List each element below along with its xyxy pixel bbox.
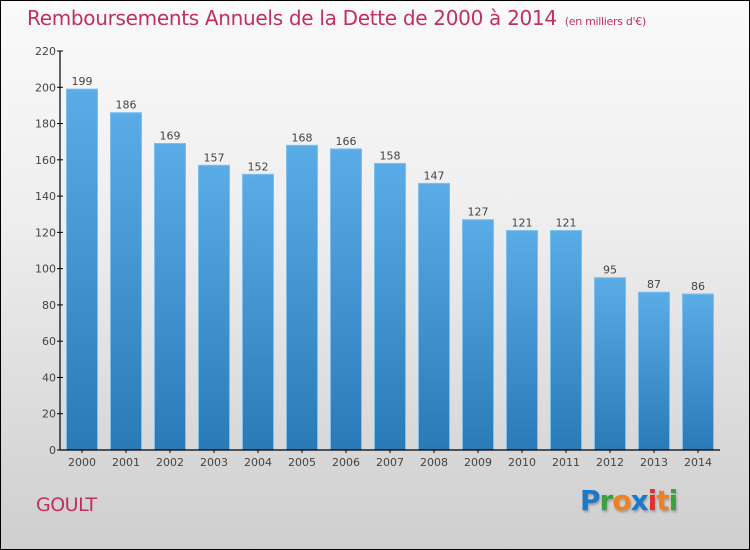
x-tick-label-2008: 2008 <box>420 456 448 469</box>
proxiti-logo[interactable]: Proxiti <box>580 484 679 517</box>
data-label-2000: 199 <box>72 75 93 88</box>
y-tick-label-140: 140 <box>35 190 56 203</box>
data-label-2002: 169 <box>160 129 181 142</box>
x-tick-label-2009: 2009 <box>464 456 492 469</box>
bar-2002 <box>154 142 186 451</box>
x-tick-label-2002: 2002 <box>156 456 184 469</box>
logo-letter: i <box>647 484 658 517</box>
logo-letter: i <box>668 484 679 517</box>
bar-2007 <box>374 162 406 451</box>
bar-2001 <box>110 112 142 451</box>
chart-subtitle: (en milliers d'€) <box>564 15 646 28</box>
bars-group: 199 186 169 157 152 168 166 158 147 127 121 121 95 87… <box>66 75 714 451</box>
x-tick-label-2006: 2006 <box>332 456 360 469</box>
logo-letter: r <box>599 484 614 517</box>
data-label-2001: 186 <box>116 99 137 112</box>
x-tick-label-2014: 2014 <box>684 456 712 469</box>
logo-letter: o <box>612 484 631 517</box>
bar-2000 <box>66 88 98 451</box>
bar-2013 <box>638 291 670 451</box>
y-tick-label-20: 20 <box>42 408 56 421</box>
y-tick-label-160: 160 <box>35 154 56 167</box>
bar-2012 <box>594 277 626 451</box>
data-label-2012: 95 <box>603 264 617 277</box>
bar-2010 <box>506 230 538 451</box>
x-tick-label-2003: 2003 <box>200 456 228 469</box>
axes-group: 2000 2001 2002 2003 2004 2005 2006 2007 2008 2009… <box>35 45 720 469</box>
bar-2005 <box>286 144 318 451</box>
x-tick-label-2001: 2001 <box>112 456 140 469</box>
x-tick-label-2011: 2011 <box>552 456 580 469</box>
data-label-2006: 166 <box>336 135 357 148</box>
data-label-2011: 121 <box>556 217 577 230</box>
data-label-2010: 121 <box>512 217 533 230</box>
bar-2008 <box>418 182 450 451</box>
data-label-2007: 158 <box>380 149 401 162</box>
bar-2009 <box>462 219 494 451</box>
data-label-2003: 157 <box>204 151 225 164</box>
commune-name: GOULT <box>36 494 97 516</box>
x-tick-label-2004: 2004 <box>244 456 272 469</box>
data-label-2008: 147 <box>424 169 445 182</box>
y-tick-label-120: 120 <box>35 226 56 239</box>
y-tick-label-60: 60 <box>42 335 56 348</box>
x-tick-label-2013: 2013 <box>640 456 668 469</box>
data-label-2005: 168 <box>292 131 313 144</box>
y-tick-label-180: 180 <box>35 118 56 131</box>
x-tick-label-2005: 2005 <box>288 456 316 469</box>
chart-title: Remboursements Annuels de la Dette de 20… <box>27 6 646 30</box>
data-label-2014: 86 <box>691 280 705 293</box>
chart-title-text: Remboursements Annuels de la Dette de 20… <box>27 6 557 30</box>
bar-2014 <box>682 293 714 451</box>
bar-2003 <box>198 164 230 451</box>
x-tick-label-2007: 2007 <box>376 456 404 469</box>
x-tick-label-2012: 2012 <box>596 456 624 469</box>
data-label-2004: 152 <box>248 160 269 173</box>
data-label-2009: 127 <box>468 206 489 219</box>
x-tick-label-2000: 2000 <box>68 456 96 469</box>
bar-2004 <box>242 173 274 451</box>
logo-letter: t <box>656 484 669 517</box>
logo-letter: x <box>630 484 649 517</box>
bar-2011 <box>550 230 582 451</box>
y-tick-label-100: 100 <box>35 263 56 276</box>
logo-letter: P <box>580 484 601 517</box>
y-tick-label-40: 40 <box>42 371 56 384</box>
y-tick-label-200: 200 <box>35 81 56 94</box>
bar-2006 <box>330 148 362 451</box>
y-tick-label-220: 220 <box>35 45 56 58</box>
x-tick-label-2010: 2010 <box>508 456 536 469</box>
y-tick-label-80: 80 <box>42 299 56 312</box>
y-tick-label-0: 0 <box>49 444 56 457</box>
data-label-2013: 87 <box>647 278 661 291</box>
